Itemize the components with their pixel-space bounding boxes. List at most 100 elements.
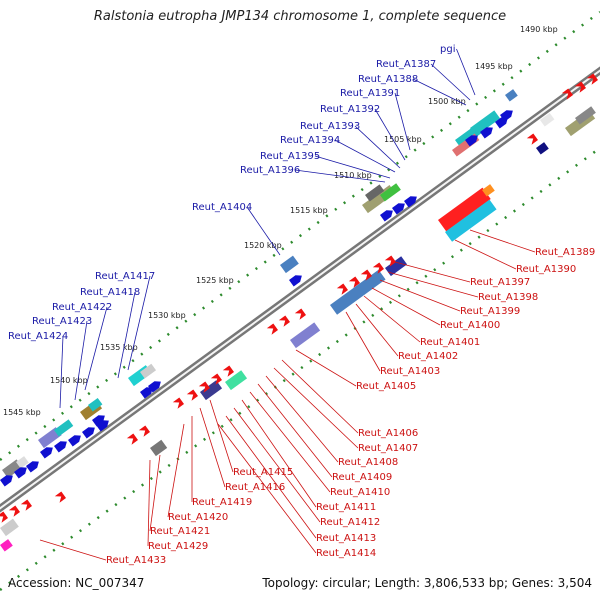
leader-line-reverse xyxy=(199,407,226,488)
leader-line-forward xyxy=(412,78,467,106)
gene-block-reverse xyxy=(0,539,13,552)
gene-label-reverse: Reut_A1397 xyxy=(470,277,530,288)
gene-label-forward: Reut_A1395 xyxy=(260,151,320,162)
gene-block-reverse xyxy=(540,112,555,127)
gene-label-forward: Reut_A1393 xyxy=(300,121,360,132)
leader-line-forward xyxy=(314,155,391,179)
leader-line-reverse xyxy=(149,454,161,532)
gene-label-reverse: Reut_A1411 xyxy=(316,502,376,513)
kbp-label: 1510 kbp xyxy=(334,171,372,180)
outer-tick-track xyxy=(0,10,600,462)
gene-arrow-reverse xyxy=(126,433,138,445)
gene-label-reverse: Reut_A1412 xyxy=(320,517,380,528)
topology-label: Topology: circular; Length: 3,806,533 bp… xyxy=(262,576,592,590)
gene-arrow-forward xyxy=(54,441,67,453)
kbp-label: 1495 kbp xyxy=(475,62,513,71)
gene-arrow-reverse xyxy=(0,511,8,523)
gene-label-reverse: Reut_A1415 xyxy=(233,467,293,478)
gene-arrow-forward xyxy=(480,127,493,139)
kbp-label: 1490 kbp xyxy=(520,25,558,34)
gene-block-forward xyxy=(88,397,103,412)
leader-line-reverse xyxy=(167,423,185,518)
leader-line-forward xyxy=(74,320,88,401)
leader-line-forward xyxy=(456,48,476,96)
gene-arrow-forward xyxy=(404,196,417,208)
gene-arrow-forward xyxy=(465,135,478,147)
gene-block-forward xyxy=(364,184,385,202)
leader-line-reverse xyxy=(394,261,471,283)
chromosome-backbone-highlight xyxy=(0,69,600,510)
leader-line-reverse xyxy=(39,539,107,561)
gene-arrow-forward xyxy=(96,420,109,432)
gene-label-forward: Reut_A1423 xyxy=(32,316,92,327)
gene-arrow-forward xyxy=(148,381,161,393)
gene-arrow-reverse xyxy=(336,283,348,295)
gene-block-reverse xyxy=(385,256,408,277)
leader-line-reverse xyxy=(233,407,321,523)
gene-block-forward xyxy=(380,183,401,202)
leader-line-reverse xyxy=(469,229,536,253)
gene-block-forward xyxy=(279,255,299,274)
kbp-label: 1545 kbp xyxy=(3,408,41,417)
kbp-label: 1520 kbp xyxy=(244,241,282,250)
gene-label-reverse: Reut_A1421 xyxy=(150,526,210,537)
gene-label-reverse: Reut_A1390 xyxy=(516,264,576,275)
gene-block-reverse xyxy=(575,106,596,125)
gene-block-forward xyxy=(505,89,518,102)
leader-line-reverse xyxy=(454,239,517,270)
leader-line-reverse xyxy=(379,279,461,312)
gene-label-reverse: Reut_A1400 xyxy=(440,320,500,331)
kbp-label: 1540 kbp xyxy=(50,376,88,385)
leader-line-forward xyxy=(430,63,471,101)
gene-label-forward: Reut_A1391 xyxy=(340,88,400,99)
gene-label-forward: Reut_A1394 xyxy=(280,135,340,146)
leader-line-reverse xyxy=(217,423,317,554)
gene-label-forward: Reut_A1387 xyxy=(376,59,436,70)
gene-label-reverse: Reut_A1398 xyxy=(478,292,538,303)
gene-label-forward: Reut_A1418 xyxy=(80,287,140,298)
gene-arrow-reverse xyxy=(526,133,538,145)
leader-line-forward xyxy=(59,335,64,409)
kbp-label: 1505 kbp xyxy=(384,135,422,144)
gene-arrow-forward xyxy=(82,427,95,439)
gene-block-reverse xyxy=(445,199,497,242)
gene-label-forward: Reut_A1404 xyxy=(192,202,252,213)
gene-arrow-forward xyxy=(14,467,27,479)
gene-label-forward: Reut_A1422 xyxy=(52,302,112,313)
leader-line-reverse xyxy=(371,287,441,326)
gene-arrow-reverse xyxy=(186,389,198,401)
leader-line-forward xyxy=(127,275,151,371)
leader-line-forward xyxy=(117,291,136,379)
gene-arrow-reverse xyxy=(210,373,222,385)
gene-label-reverse: Reut_A1401 xyxy=(420,337,480,348)
gene-block-reverse xyxy=(225,370,248,391)
gene-arrow-reverse xyxy=(266,323,278,335)
gene-block-reverse xyxy=(482,184,495,197)
gene-label-reverse: Reut_A1408 xyxy=(338,457,398,468)
gene-label-reverse: Reut_A1405 xyxy=(356,381,416,392)
gene-arrow-forward xyxy=(500,110,513,122)
gene-label-reverse: Reut_A1429 xyxy=(148,541,208,552)
kbp-label: 1525 kbp xyxy=(196,276,234,285)
gene-label-reverse: Reut_A1409 xyxy=(332,472,392,483)
gene-label-reverse: Reut_A1407 xyxy=(358,443,418,454)
gene-label-forward: Reut_A1417 xyxy=(95,271,155,282)
gene-block-reverse xyxy=(330,269,386,315)
gene-label-reverse: Reut_A1416 xyxy=(225,482,285,493)
gene-block-forward xyxy=(2,459,23,479)
gene-label-reverse: Reut_A1433 xyxy=(106,555,166,566)
gene-arrow-reverse xyxy=(372,262,384,274)
gene-arrow-reverse xyxy=(198,381,210,393)
leader-line-reverse xyxy=(241,399,317,508)
gene-block-forward xyxy=(16,456,29,469)
gene-label-reverse: Reut_A1419 xyxy=(192,497,252,508)
gene-block-reverse xyxy=(438,187,491,232)
gene-label-reverse: Reut_A1420 xyxy=(168,512,228,523)
gene-block-forward xyxy=(140,363,157,379)
gene-label-reverse: Reut_A1413 xyxy=(316,533,376,544)
accession-label: Accession: NC_007347 xyxy=(8,576,145,590)
gene-block-forward xyxy=(536,142,549,155)
gene-arrow-forward xyxy=(140,387,153,399)
